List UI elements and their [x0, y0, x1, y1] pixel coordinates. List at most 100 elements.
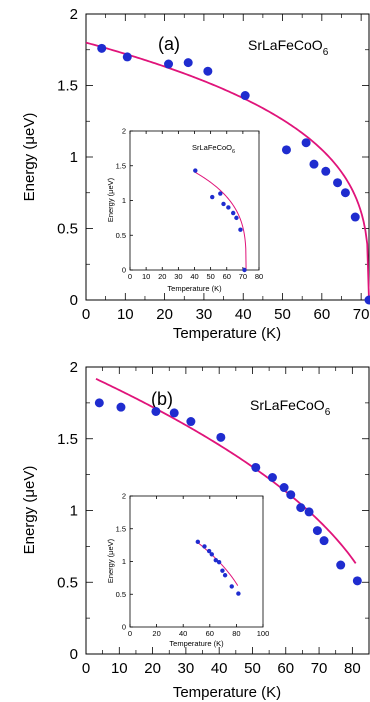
- chart-b-data-point: [336, 560, 346, 570]
- chart-b-xtick-label: 50: [244, 660, 261, 677]
- inset-a-data-point: [234, 215, 239, 221]
- chart-b-data-point: [296, 503, 306, 513]
- inset-a-ytick-label: 0: [122, 266, 126, 275]
- inset-a-fit-curve: [195, 171, 247, 271]
- chart-b-data-point: [94, 398, 104, 408]
- chart-a-xtick-label: 60: [313, 306, 330, 323]
- chart-a-fit-curve: [85, 41, 370, 301]
- chart-a-data-point: [97, 43, 107, 53]
- inset-b-xtick-label: 20: [152, 629, 160, 638]
- chart-b-data-point: [169, 408, 179, 418]
- chart-b-ylabel: Energy (μeV): [21, 466, 38, 555]
- inset-a-data-point: [226, 205, 231, 210]
- chart-b-data-point: [151, 406, 161, 416]
- inset-b-ytick-label: 1.5: [116, 524, 126, 533]
- inset-a-xtick-label: 30: [174, 272, 182, 281]
- chart-a-data-point: [340, 188, 350, 198]
- inset-a-formula: SrLaFeCoO6: [192, 143, 235, 155]
- chart-b-data-point: [304, 507, 314, 517]
- inset-a-xtick-label: 20: [158, 272, 166, 281]
- chart-a-data-point: [183, 58, 193, 68]
- chart-b-data-point: [116, 402, 126, 412]
- chart-a-xtick-label: 70: [353, 306, 370, 323]
- inset-b-xtick-label: 80: [232, 629, 240, 638]
- chart-b-data-point: [312, 526, 322, 536]
- inset-a-xtick-label: 0: [128, 272, 132, 281]
- inset-a-ytick-label: 1.5: [116, 161, 126, 170]
- chart-a-data-point: [203, 66, 213, 76]
- chart-a-xtick-label: 30: [196, 306, 213, 323]
- chart-b-ytick-label: 0.5: [57, 574, 78, 591]
- chart-b-xtick-label: 10: [111, 660, 128, 677]
- inset-a-data-point: [210, 194, 215, 200]
- chart-a-xtick-label: 20: [156, 306, 173, 323]
- inset-b-data-point: [202, 544, 207, 549]
- chart-b-data-point: [319, 536, 329, 546]
- chart-a-data-point: [321, 166, 331, 176]
- chart-a-formula: SrLaFeCoO6: [248, 37, 329, 58]
- inset-a-ytick-label: 1: [122, 196, 126, 205]
- inset-b-data-point: [220, 568, 225, 573]
- chart-a-xtick-label: 40: [235, 306, 252, 323]
- chart-b-xtick-label: 40: [211, 660, 228, 677]
- chart-b-data-point: [267, 472, 277, 482]
- inset-b-ytick-label: 0: [122, 623, 126, 632]
- chart-a-xtick-label: 0: [82, 306, 90, 323]
- inset-a-frame: [129, 130, 260, 271]
- inset-b-data-point: [195, 539, 201, 545]
- chart-b-xtick-label: 70: [311, 660, 328, 677]
- chart-b-xtick-label: 80: [344, 660, 361, 677]
- chart-b-xlabel: Temperature (K): [173, 684, 281, 701]
- chart-b-formula: SrLaFeCoO6: [250, 397, 331, 418]
- chart-a-data-point: [333, 178, 343, 188]
- inset-a-data-point: [221, 201, 226, 207]
- chart-b-xtick-label: 60: [277, 660, 294, 677]
- chart-b-xtick-label: 0: [82, 660, 90, 677]
- inset-b-xlabel: Temperature (K): [169, 639, 224, 648]
- chart-a-data-point: [281, 145, 291, 155]
- chart-a-ytick-label: 1: [70, 149, 78, 166]
- chart-b-data-point: [279, 483, 289, 493]
- inset-b-data-point: [222, 573, 228, 578]
- inset-b-data-point: [209, 552, 214, 557]
- chart-b-data-point: [286, 490, 296, 500]
- inset-a: 0 10 20 30 40 50 60 70 80 0 0.5 1 1.5 2 Temperature (…: [106, 127, 263, 294]
- chart-a-ytick-label: 0.5: [57, 221, 78, 238]
- chart-b-ytick-label: 1.5: [57, 431, 78, 448]
- inset-a-xtick-label: 50: [206, 272, 214, 281]
- chart-b-data-point: [186, 417, 196, 427]
- inset-a-xtick-label: 60: [223, 272, 231, 281]
- chart-a-data-point: [122, 52, 132, 62]
- inset-b-frame: [129, 495, 264, 628]
- chart-b-data-point: [216, 432, 226, 442]
- inset-a-data-point: [218, 191, 223, 196]
- chart-a-xtick-label: 50: [274, 306, 291, 323]
- chart-a-xlabel: Temperature (K): [173, 325, 281, 342]
- inset-a-data-point: [238, 227, 243, 232]
- inset-a-xtick-label: 80: [255, 272, 263, 281]
- inset-b-ytick-label: 0.5: [116, 590, 126, 599]
- chart-a-data-point: [301, 138, 311, 148]
- chart-b-ytick-label: 1: [70, 503, 78, 520]
- inset-b-data-point: [229, 584, 234, 589]
- inset-b-data-point: [206, 548, 212, 554]
- inset-b-data-point: [216, 559, 222, 565]
- chart-b-xtick-label: 20: [144, 660, 161, 677]
- inset-b-xtick-label: 60: [206, 629, 214, 638]
- inset-a-xtick-label: 70: [239, 272, 247, 281]
- inset-a-xlabel: Temperature (K): [167, 284, 222, 293]
- chart-b-xtick-label: 30: [178, 660, 195, 677]
- chart-a-data-point: [350, 212, 360, 222]
- chart-b-ytick-label: 2: [70, 359, 78, 376]
- chart-b-data-point: [251, 462, 261, 472]
- inset-b-ylabel: Energy (μeV): [106, 538, 115, 583]
- inset-b-data-point: [213, 557, 218, 563]
- inset-b-xtick-label: 100: [257, 629, 270, 638]
- chart-b-panel-label: (b): [151, 389, 173, 409]
- inset-b-xtick-label: 0: [128, 629, 132, 638]
- inset-a-data-point: [193, 168, 198, 173]
- inset-b-ytick-label: 1: [122, 557, 126, 566]
